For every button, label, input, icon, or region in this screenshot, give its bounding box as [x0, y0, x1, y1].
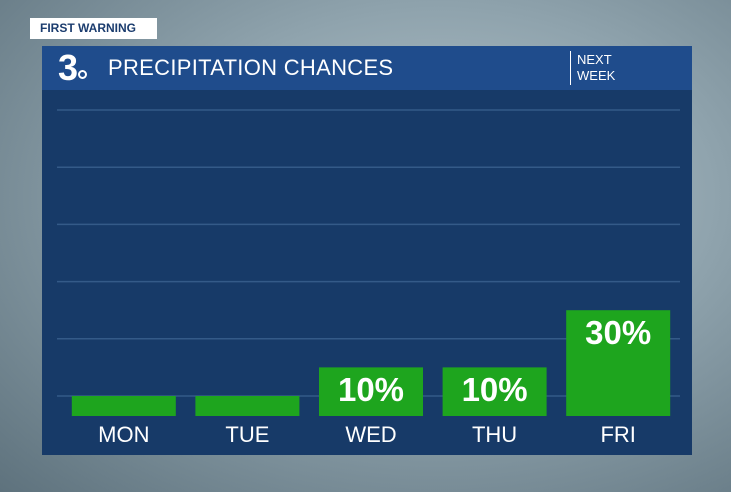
bar: [442, 367, 547, 416]
value-label: 10%: [462, 371, 528, 408]
x-tick-label: TUE: [225, 422, 269, 447]
chart-subtitle: NEXT WEEK: [577, 52, 616, 83]
logo-eye: [78, 70, 87, 79]
bar: [195, 395, 300, 416]
bar: [566, 310, 671, 416]
x-tick-label: FRI: [600, 422, 635, 447]
x-tick-label: THU: [472, 422, 517, 447]
chart-title: PRECIPITATION CHANCES: [108, 55, 394, 80]
badge: FIRST WARNING: [30, 18, 157, 39]
divider: [570, 51, 571, 85]
header: 3 PRECIPITATION CHANCES NEXT WEEK: [42, 46, 692, 90]
value-label: 30%: [585, 314, 651, 351]
bar: [71, 395, 176, 416]
x-tick-label: WED: [345, 422, 396, 447]
value-label: 10%: [338, 371, 404, 408]
logo: 3: [58, 47, 79, 88]
bar: [319, 367, 423, 416]
x-tick-label: MON: [98, 422, 149, 447]
chart: MON TUE 10% WED 10% THU 30% FRI: [42, 90, 692, 455]
